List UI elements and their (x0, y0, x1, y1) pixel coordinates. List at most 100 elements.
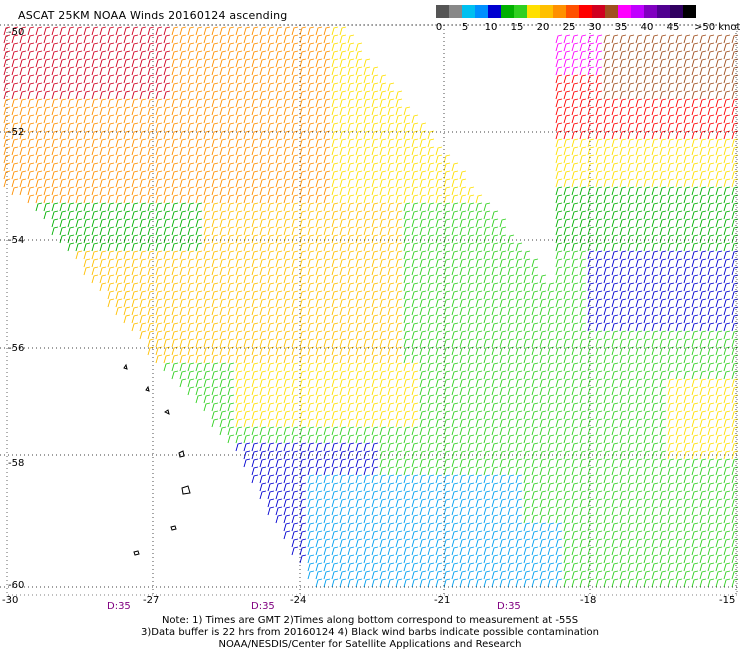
wind-barb (723, 50, 731, 60)
wind-barb (235, 418, 243, 428)
wind-barb (611, 82, 619, 92)
wind-barb (587, 570, 595, 580)
wind-barb (203, 106, 211, 116)
wind-barb (507, 290, 515, 300)
wind-barb (67, 226, 75, 236)
wind-barb (531, 282, 539, 292)
wind-barb (443, 306, 451, 316)
wind-barb (379, 378, 387, 388)
wind-barb (323, 530, 331, 540)
wind-barb (619, 530, 627, 540)
wind-barb (107, 162, 115, 172)
wind-barb (315, 298, 323, 308)
wind-barb (603, 482, 611, 492)
wind-barb (459, 442, 467, 452)
wind-barb (651, 314, 659, 324)
wind-barb (731, 82, 739, 92)
wind-barb (387, 498, 395, 508)
wind-barb (275, 394, 283, 404)
wind-barb (731, 202, 739, 212)
legend-tick-label: 15 (510, 22, 524, 33)
wind-barb (723, 466, 731, 476)
wind-barb (419, 522, 427, 532)
wind-barb (243, 274, 251, 284)
wind-barb (315, 42, 323, 52)
wind-barb (467, 538, 475, 548)
wind-barb (619, 546, 627, 556)
wind-barb (483, 226, 491, 236)
wind-barb (403, 218, 411, 228)
wind-barb (483, 442, 491, 452)
wind-barb (563, 386, 571, 396)
wind-barb (251, 130, 259, 140)
wind-barb (275, 74, 283, 84)
wind-barb (667, 274, 675, 284)
wind-barb (267, 314, 275, 324)
wind-barb (419, 554, 427, 564)
wind-barb (507, 538, 515, 548)
wind-barb (323, 34, 331, 44)
wind-barb (339, 546, 347, 556)
wind-barb (235, 194, 243, 204)
wind-barb (179, 114, 187, 124)
wind-barb (595, 530, 603, 540)
wind-barb (171, 322, 179, 332)
wind-barb (323, 250, 331, 260)
wind-barb (459, 338, 467, 348)
wind-barb (395, 418, 403, 428)
wind-barb (379, 562, 387, 572)
wind-barb (347, 194, 355, 204)
wind-barb (571, 578, 579, 588)
wind-barb (635, 42, 643, 52)
wind-barb (451, 394, 459, 404)
wind-barb (547, 418, 555, 428)
wind-barb (91, 82, 99, 92)
wind-barb (115, 282, 123, 292)
wind-barb (355, 90, 363, 100)
wind-barb (267, 354, 275, 364)
wind-barb (419, 466, 427, 476)
wind-barb (259, 466, 267, 476)
wind-barb (643, 322, 651, 332)
wind-barb (203, 98, 211, 108)
wind-barb (627, 322, 635, 332)
wind-barb (67, 82, 75, 92)
wind-barb (331, 466, 339, 476)
wind-barb (331, 490, 339, 500)
wind-barb (291, 346, 299, 356)
wind-barb (691, 106, 699, 116)
wind-barb (179, 42, 187, 52)
wind-barb (75, 106, 83, 116)
wind-barb (699, 474, 707, 484)
wind-barb (563, 490, 571, 500)
wind-barb (75, 202, 83, 212)
wind-barb (235, 306, 243, 316)
wind-barb (123, 210, 131, 220)
wind-barb (483, 434, 491, 444)
wind-barb (331, 522, 339, 532)
wind-barb (451, 266, 459, 276)
wind-barb (91, 50, 99, 60)
wind-barb (371, 282, 379, 292)
wind-barb (427, 410, 435, 420)
wind-barb (51, 226, 59, 236)
wind-barb (387, 506, 395, 516)
wind-barb (643, 66, 651, 76)
wind-barb (523, 442, 531, 452)
wind-barb (619, 490, 627, 500)
wind-barb (331, 282, 339, 292)
wind-barb (555, 250, 563, 260)
wind-barb (595, 266, 603, 276)
wind-barb (675, 426, 683, 436)
wind-barb (99, 210, 107, 220)
wind-barb (627, 90, 635, 100)
wind-barb (331, 506, 339, 516)
wind-barb (643, 82, 651, 92)
wind-barb (227, 226, 235, 236)
wind-barb (651, 66, 659, 76)
wind-barb (699, 82, 707, 92)
wind-barb (259, 218, 267, 228)
wind-barb (563, 442, 571, 452)
wind-barb (259, 394, 267, 404)
wind-barb (451, 194, 459, 204)
